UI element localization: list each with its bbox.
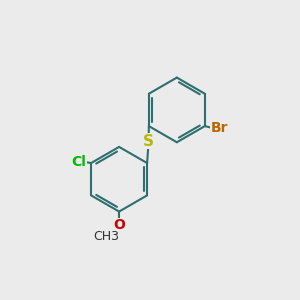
Text: O: O xyxy=(113,218,125,233)
Text: CH3: CH3 xyxy=(93,230,119,244)
Text: Br: Br xyxy=(211,122,229,135)
Text: S: S xyxy=(143,134,154,148)
Text: Cl: Cl xyxy=(71,155,86,169)
